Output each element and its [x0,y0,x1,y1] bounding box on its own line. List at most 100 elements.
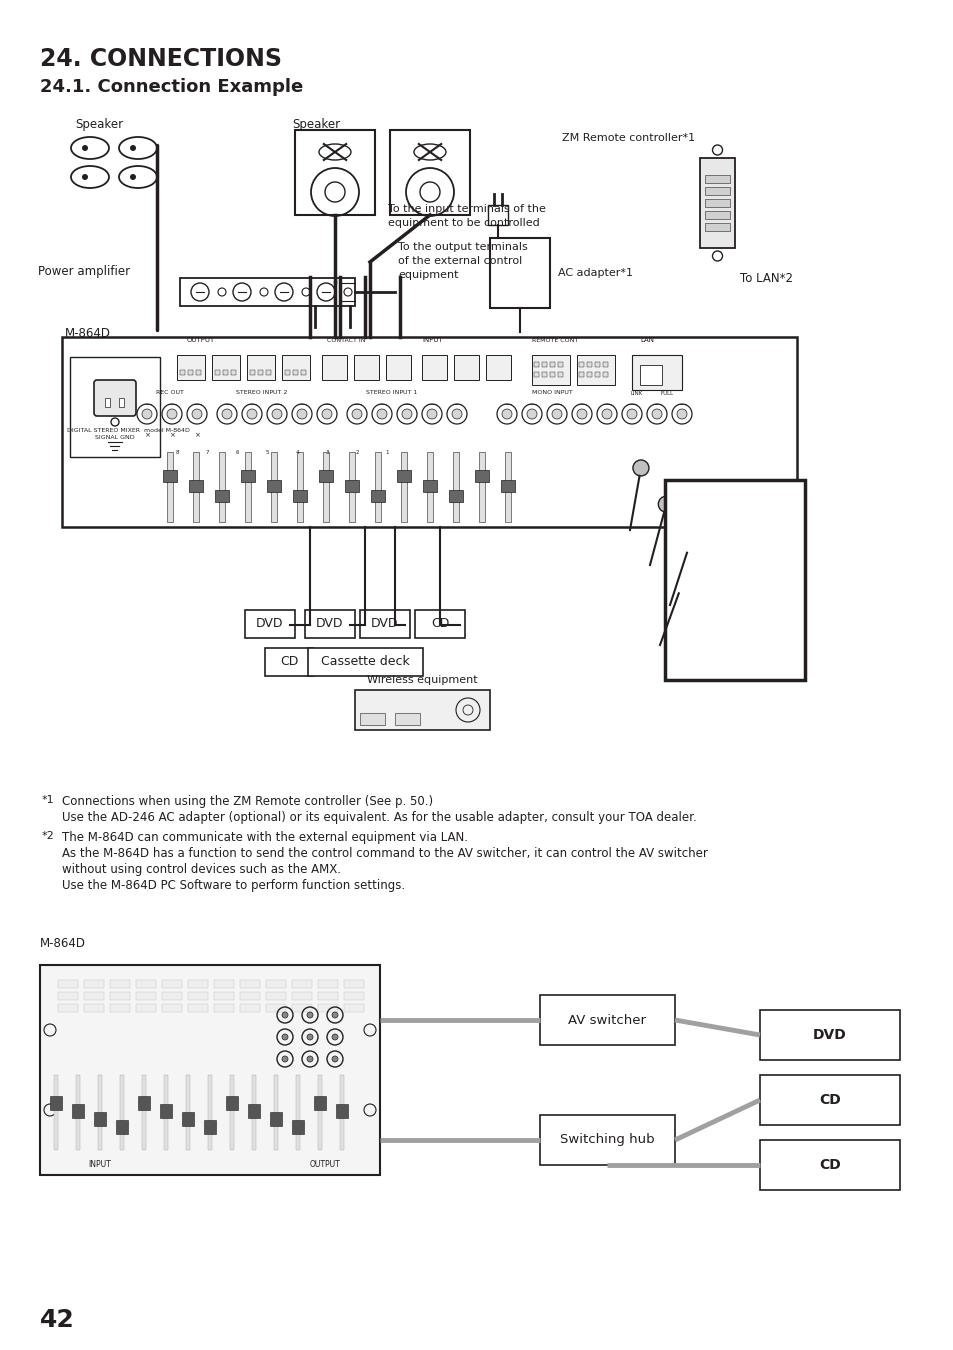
Bar [213,980,233,988]
Bar [250,370,254,375]
FancyBboxPatch shape [212,355,240,379]
Bar [54,1075,58,1150]
Bar [240,992,260,1000]
Text: MONO INPUT: MONO INPUT [531,390,572,396]
Text: ZM Remote controller*1: ZM Remote controller*1 [561,134,695,143]
FancyBboxPatch shape [488,205,507,225]
FancyBboxPatch shape [490,238,550,308]
Bar [296,452,303,522]
Bar [193,452,199,522]
Circle shape [296,409,307,418]
Bar [164,1075,168,1150]
Text: 42: 42 [40,1308,74,1332]
Circle shape [82,174,88,180]
Bar [293,490,307,502]
Bar [58,992,78,1000]
Bar [58,1004,78,1012]
Text: 6: 6 [235,450,238,455]
Text: As the M-864D has a function to send the control command to the AV switcher, it : As the M-864D has a function to send the… [62,846,707,860]
Bar [704,211,729,219]
Bar [214,490,229,502]
Circle shape [322,409,332,418]
Bar [110,1004,130,1012]
Bar [195,370,201,375]
Bar [317,980,337,988]
FancyBboxPatch shape [532,355,569,385]
Bar [162,1004,182,1012]
Bar [395,713,419,725]
Circle shape [282,1056,288,1062]
Text: To the output terminals: To the output terminals [397,242,527,252]
Bar [167,452,172,522]
FancyBboxPatch shape [631,355,681,390]
Bar [344,980,364,988]
Bar [292,992,312,1000]
Bar [602,362,607,367]
Bar [295,1075,299,1150]
Bar [231,370,235,375]
Text: DVD: DVD [256,617,283,630]
Text: CD: CD [819,1158,840,1172]
Circle shape [352,409,361,418]
Bar [120,1075,124,1150]
Bar [541,362,546,367]
FancyBboxPatch shape [390,130,470,215]
Circle shape [452,409,461,418]
FancyBboxPatch shape [760,1010,899,1060]
Bar [266,980,286,988]
Circle shape [601,409,612,418]
Text: 2: 2 [355,450,358,455]
Bar [188,370,193,375]
FancyBboxPatch shape [354,355,378,379]
FancyBboxPatch shape [177,355,205,379]
Text: 24.1. Connection Example: 24.1. Connection Example [40,78,303,96]
Bar [186,1075,190,1150]
Circle shape [307,1012,313,1018]
Bar [266,370,271,375]
Text: LINK: LINK [630,392,642,396]
Bar [578,373,583,377]
Text: To the input terminals of the: To the input terminals of the [388,204,545,215]
Text: STEREO INPUT 1: STEREO INPUT 1 [366,390,417,396]
Circle shape [577,409,586,418]
Bar [317,992,337,1000]
Text: REMOTE CONT: REMOTE CONT [532,338,578,343]
Bar [189,481,203,491]
Text: 7: 7 [205,450,209,455]
Text: CD: CD [279,656,298,668]
Text: Wireless equipment: Wireless equipment [367,675,477,684]
Bar [58,980,78,988]
Text: 1: 1 [385,450,388,455]
Text: CD: CD [819,1094,840,1107]
Bar [274,1075,277,1150]
Bar [240,980,260,988]
Text: To LAN*2: To LAN*2 [740,271,792,285]
Bar [98,1075,102,1150]
Text: 8: 8 [175,450,178,455]
Bar [136,992,156,1000]
Text: Cassette deck: Cassette deck [320,656,409,668]
FancyBboxPatch shape [355,690,490,730]
FancyBboxPatch shape [485,355,511,379]
Bar [188,992,208,1000]
Bar [267,481,281,491]
Text: M-864D: M-864D [40,937,86,950]
Bar [558,373,562,377]
Text: CONTACT IN: CONTACT IN [327,338,365,343]
Bar [301,370,306,375]
Bar [188,1004,208,1012]
Bar [371,490,385,502]
Bar [318,470,333,482]
Bar [704,188,729,194]
FancyBboxPatch shape [70,356,160,458]
Bar [219,452,225,522]
FancyBboxPatch shape [415,610,464,639]
Bar [292,1120,304,1134]
Circle shape [247,409,256,418]
Bar [345,481,358,491]
Bar [105,398,110,406]
FancyBboxPatch shape [322,355,347,379]
Bar [71,1104,84,1118]
Text: equipment: equipment [397,270,458,279]
Bar [214,370,220,375]
